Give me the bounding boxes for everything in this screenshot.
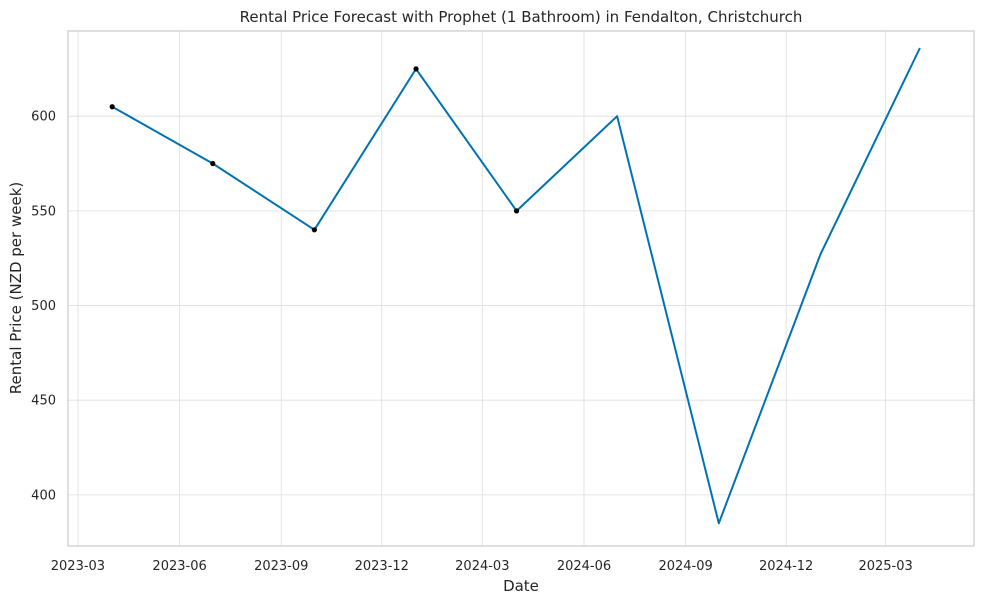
y-axis: 400 450 500 550 600 bbox=[31, 110, 56, 504]
series bbox=[109, 47, 921, 525]
x-tick-label: 2023-12 bbox=[355, 559, 409, 574]
x-tick-label: 2024-09 bbox=[658, 559, 712, 574]
plot-frame bbox=[67, 30, 975, 547]
observed-point bbox=[109, 104, 115, 110]
y-tick-label: 500 bbox=[31, 299, 56, 314]
x-tick-label: 2023-09 bbox=[254, 559, 308, 574]
x-axis: 2023-03 2023-06 2023-09 2023-12 2024-03 2024-… bbox=[51, 559, 913, 574]
y-tick-label: 450 bbox=[31, 394, 56, 409]
grid bbox=[68, 31, 974, 546]
x-tick-label: 2024-06 bbox=[557, 559, 611, 574]
observed-point bbox=[413, 66, 419, 72]
y-tick-label: 600 bbox=[31, 110, 56, 125]
y-axis-label: Rental Price (NZD per week) bbox=[7, 182, 25, 394]
observed-point bbox=[311, 227, 317, 233]
observed-point bbox=[210, 160, 216, 167]
forecast-line bbox=[111, 47, 921, 525]
chart-title: Rental Price Forecast with Prophet (1 Ba… bbox=[240, 8, 803, 26]
x-tick-label: 2025-03 bbox=[858, 559, 912, 574]
observed-point bbox=[513, 208, 520, 214]
x-tick-label: 2023-06 bbox=[152, 559, 206, 574]
x-tick-label: 2024-03 bbox=[455, 559, 509, 574]
x-tick-label: 2024-12 bbox=[759, 559, 813, 574]
x-axis-label: Date bbox=[503, 577, 539, 595]
y-tick-label: 550 bbox=[31, 204, 56, 219]
x-tick-label: 2023-03 bbox=[51, 559, 105, 574]
y-tick-label: 400 bbox=[31, 488, 56, 503]
